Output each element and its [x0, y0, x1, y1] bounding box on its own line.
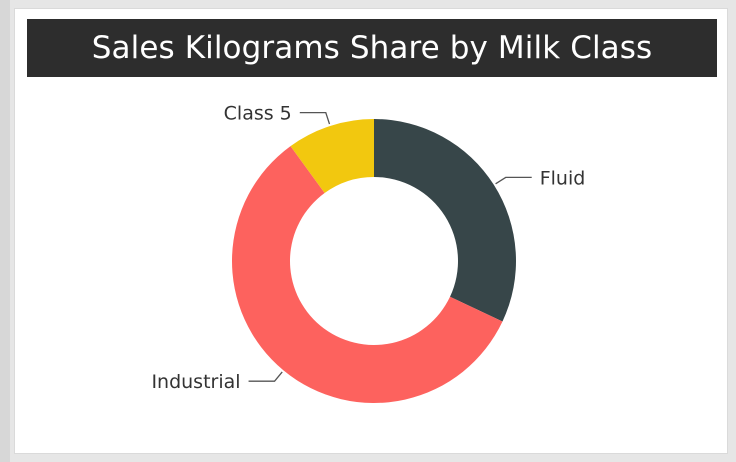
leader-line-industrial [248, 371, 283, 382]
leader-line-fluid [495, 176, 532, 185]
slice-fluid[interactable] [374, 119, 516, 322]
slice-class-5[interactable] [290, 119, 374, 194]
leader-line-class-5 [299, 111, 331, 125]
chart-title-bar: Sales Kilograms Share by Milk Class [27, 19, 717, 77]
donut-slices [232, 119, 516, 404]
label-fluid: Fluid [540, 167, 586, 189]
slice-industrial[interactable] [232, 146, 503, 404]
left-border-strip [0, 0, 10, 462]
label-leader-lines [248, 111, 532, 382]
label-class-5: Class 5 [224, 103, 292, 125]
label-industrial: Industrial [151, 371, 240, 393]
slice-labels: Fluid Industrial Class 5 [151, 103, 585, 394]
chart-title: Sales Kilograms Share by Milk Class [91, 29, 653, 66]
